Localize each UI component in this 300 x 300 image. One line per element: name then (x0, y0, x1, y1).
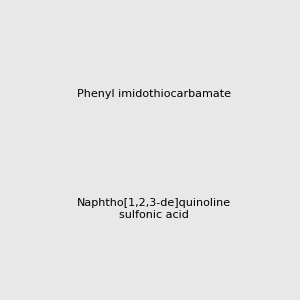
Text: Naphtho[1,2,3-de]quinoline
sulfonic acid: Naphtho[1,2,3-de]quinoline sulfonic acid (77, 199, 231, 220)
Text: Phenyl imidothiocarbamate: Phenyl imidothiocarbamate (77, 89, 231, 99)
